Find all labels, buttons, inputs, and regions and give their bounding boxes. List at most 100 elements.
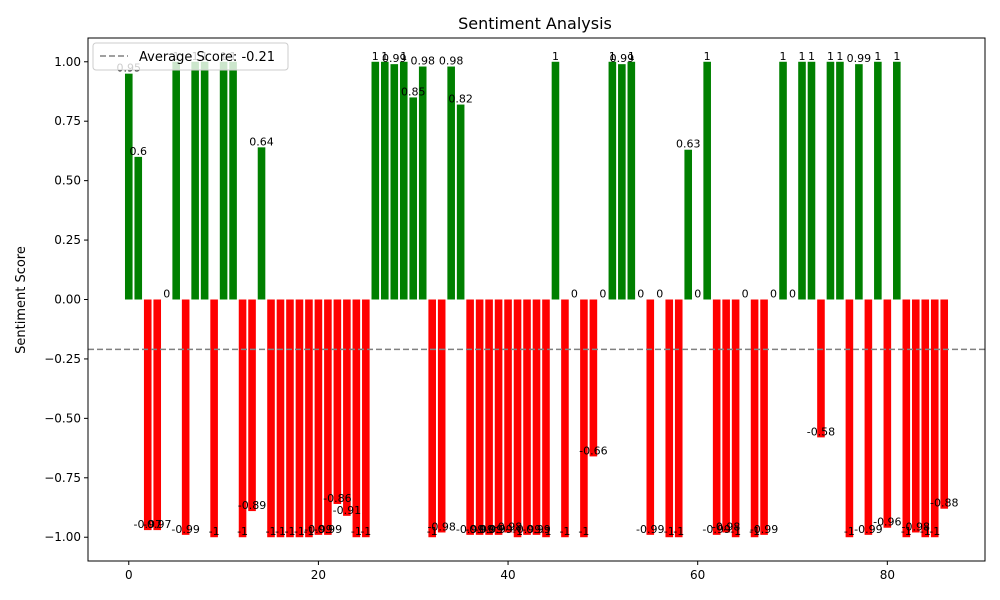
bar-value-label: 0.82: [448, 93, 473, 106]
bar-value-label: -0.86: [323, 492, 351, 505]
bar-value-label: -1: [844, 525, 855, 538]
y-tick-label: 1.00: [54, 55, 81, 69]
bar: [229, 61, 237, 300]
bar-value-label: 1: [827, 50, 834, 63]
bar-value-label: -0.66: [579, 444, 607, 457]
bar-value-label: 1: [381, 50, 388, 63]
legend: Average Score: -0.21: [92, 42, 289, 71]
bar-value-label: -1: [294, 525, 305, 538]
bar-value-label: -1: [266, 525, 277, 538]
bar: [580, 299, 588, 538]
bar-value-label: -1: [578, 525, 589, 538]
bar-value-label: -1: [284, 525, 295, 538]
y-tick-label: −0.75: [44, 471, 81, 485]
bar: [181, 299, 190, 535]
bar-value-label: -0.98: [712, 520, 740, 533]
bar: [542, 299, 550, 538]
bar-value-label: -1: [351, 525, 362, 538]
bar: [409, 97, 418, 300]
bar: [267, 299, 275, 538]
bar-value-label: 1: [836, 50, 843, 63]
bar-value-label: -1: [749, 525, 760, 538]
bar-value-label: -0.89: [238, 499, 266, 512]
bar: [295, 299, 304, 538]
bar-value-label: 0: [599, 288, 606, 301]
bar: [874, 61, 882, 300]
bar-value-label: -1: [664, 525, 675, 538]
bar-value-label: 0.99: [610, 52, 635, 65]
bar: [504, 299, 512, 533]
bar-value-label: 0: [571, 288, 578, 301]
bar: [665, 299, 674, 538]
bar: [750, 299, 759, 538]
bar: [257, 147, 266, 300]
bar-value-label: -0.98: [427, 520, 455, 533]
bar-value-label: -0.99: [636, 523, 664, 536]
bar: [883, 299, 892, 528]
x-tick-label: 60: [690, 568, 705, 582]
bar: [513, 299, 522, 538]
bar-value-label: -0.88: [930, 497, 958, 510]
bar: [589, 299, 598, 457]
bar-value-label: -1: [901, 525, 912, 538]
bar-value-label: -1: [540, 525, 551, 538]
bar: [447, 66, 455, 300]
bar-value-label: -1: [559, 525, 570, 538]
bar: [333, 299, 342, 504]
bar: [902, 299, 911, 538]
bar: [437, 299, 446, 533]
bar-value-label: -1: [920, 525, 931, 538]
bar: [475, 299, 484, 535]
x-tick-label: 20: [311, 568, 326, 582]
bar-value-label: 1: [799, 50, 806, 63]
bar: [722, 299, 730, 533]
bar-value-label: -0.91: [333, 504, 361, 517]
bar-value-label: 0.99: [382, 52, 407, 65]
bar-value-label: -1: [209, 525, 220, 538]
bar: [798, 61, 806, 300]
bar-value-label: -1: [427, 525, 438, 538]
bar-value-label: -0.96: [873, 516, 901, 529]
bar: [646, 299, 655, 535]
y-tick-label: 0.00: [54, 293, 81, 307]
bar-value-label: 1: [893, 50, 900, 63]
bar-value-label: 1: [372, 50, 379, 63]
chart-title: Sentiment Analysis: [458, 14, 612, 33]
y-tick-label: 0.75: [54, 114, 81, 128]
bar-value-label: 1: [874, 50, 881, 63]
bar: [807, 61, 816, 300]
bar: [855, 64, 863, 300]
bar: [826, 61, 835, 300]
bar: [362, 299, 370, 538]
bar: [731, 299, 740, 538]
bar: [836, 61, 844, 300]
y-axis-label: Sentiment Score: [14, 246, 29, 354]
bar-value-label: 0.98: [439, 55, 464, 68]
bar-value-label: 0.85: [401, 85, 426, 98]
bar-value-label: -1: [730, 525, 741, 538]
bar-value-label: -0.99: [304, 523, 332, 536]
bar: [219, 61, 228, 300]
bar-value-label: -1: [512, 525, 523, 538]
bar: [703, 61, 711, 300]
bar: [551, 61, 560, 300]
bar-value-label: -1: [303, 525, 314, 538]
bar-value-label: -0.58: [807, 425, 835, 438]
bar: [466, 299, 474, 535]
bar: [779, 61, 787, 300]
bar-value-label: 0: [694, 288, 701, 301]
bar-value-label: 1: [780, 50, 787, 63]
bar: [921, 299, 930, 538]
bar-value-label: 1: [552, 50, 559, 63]
bar: [305, 299, 313, 538]
bar-value-label: -0.99: [171, 523, 199, 536]
bar: [608, 61, 617, 300]
bar: [399, 61, 408, 300]
bar: [380, 61, 389, 300]
bar-value-label: 0.99: [847, 52, 872, 65]
bar: [238, 299, 247, 538]
bar: [760, 299, 768, 535]
bar: [485, 299, 493, 535]
bar: [456, 104, 465, 300]
